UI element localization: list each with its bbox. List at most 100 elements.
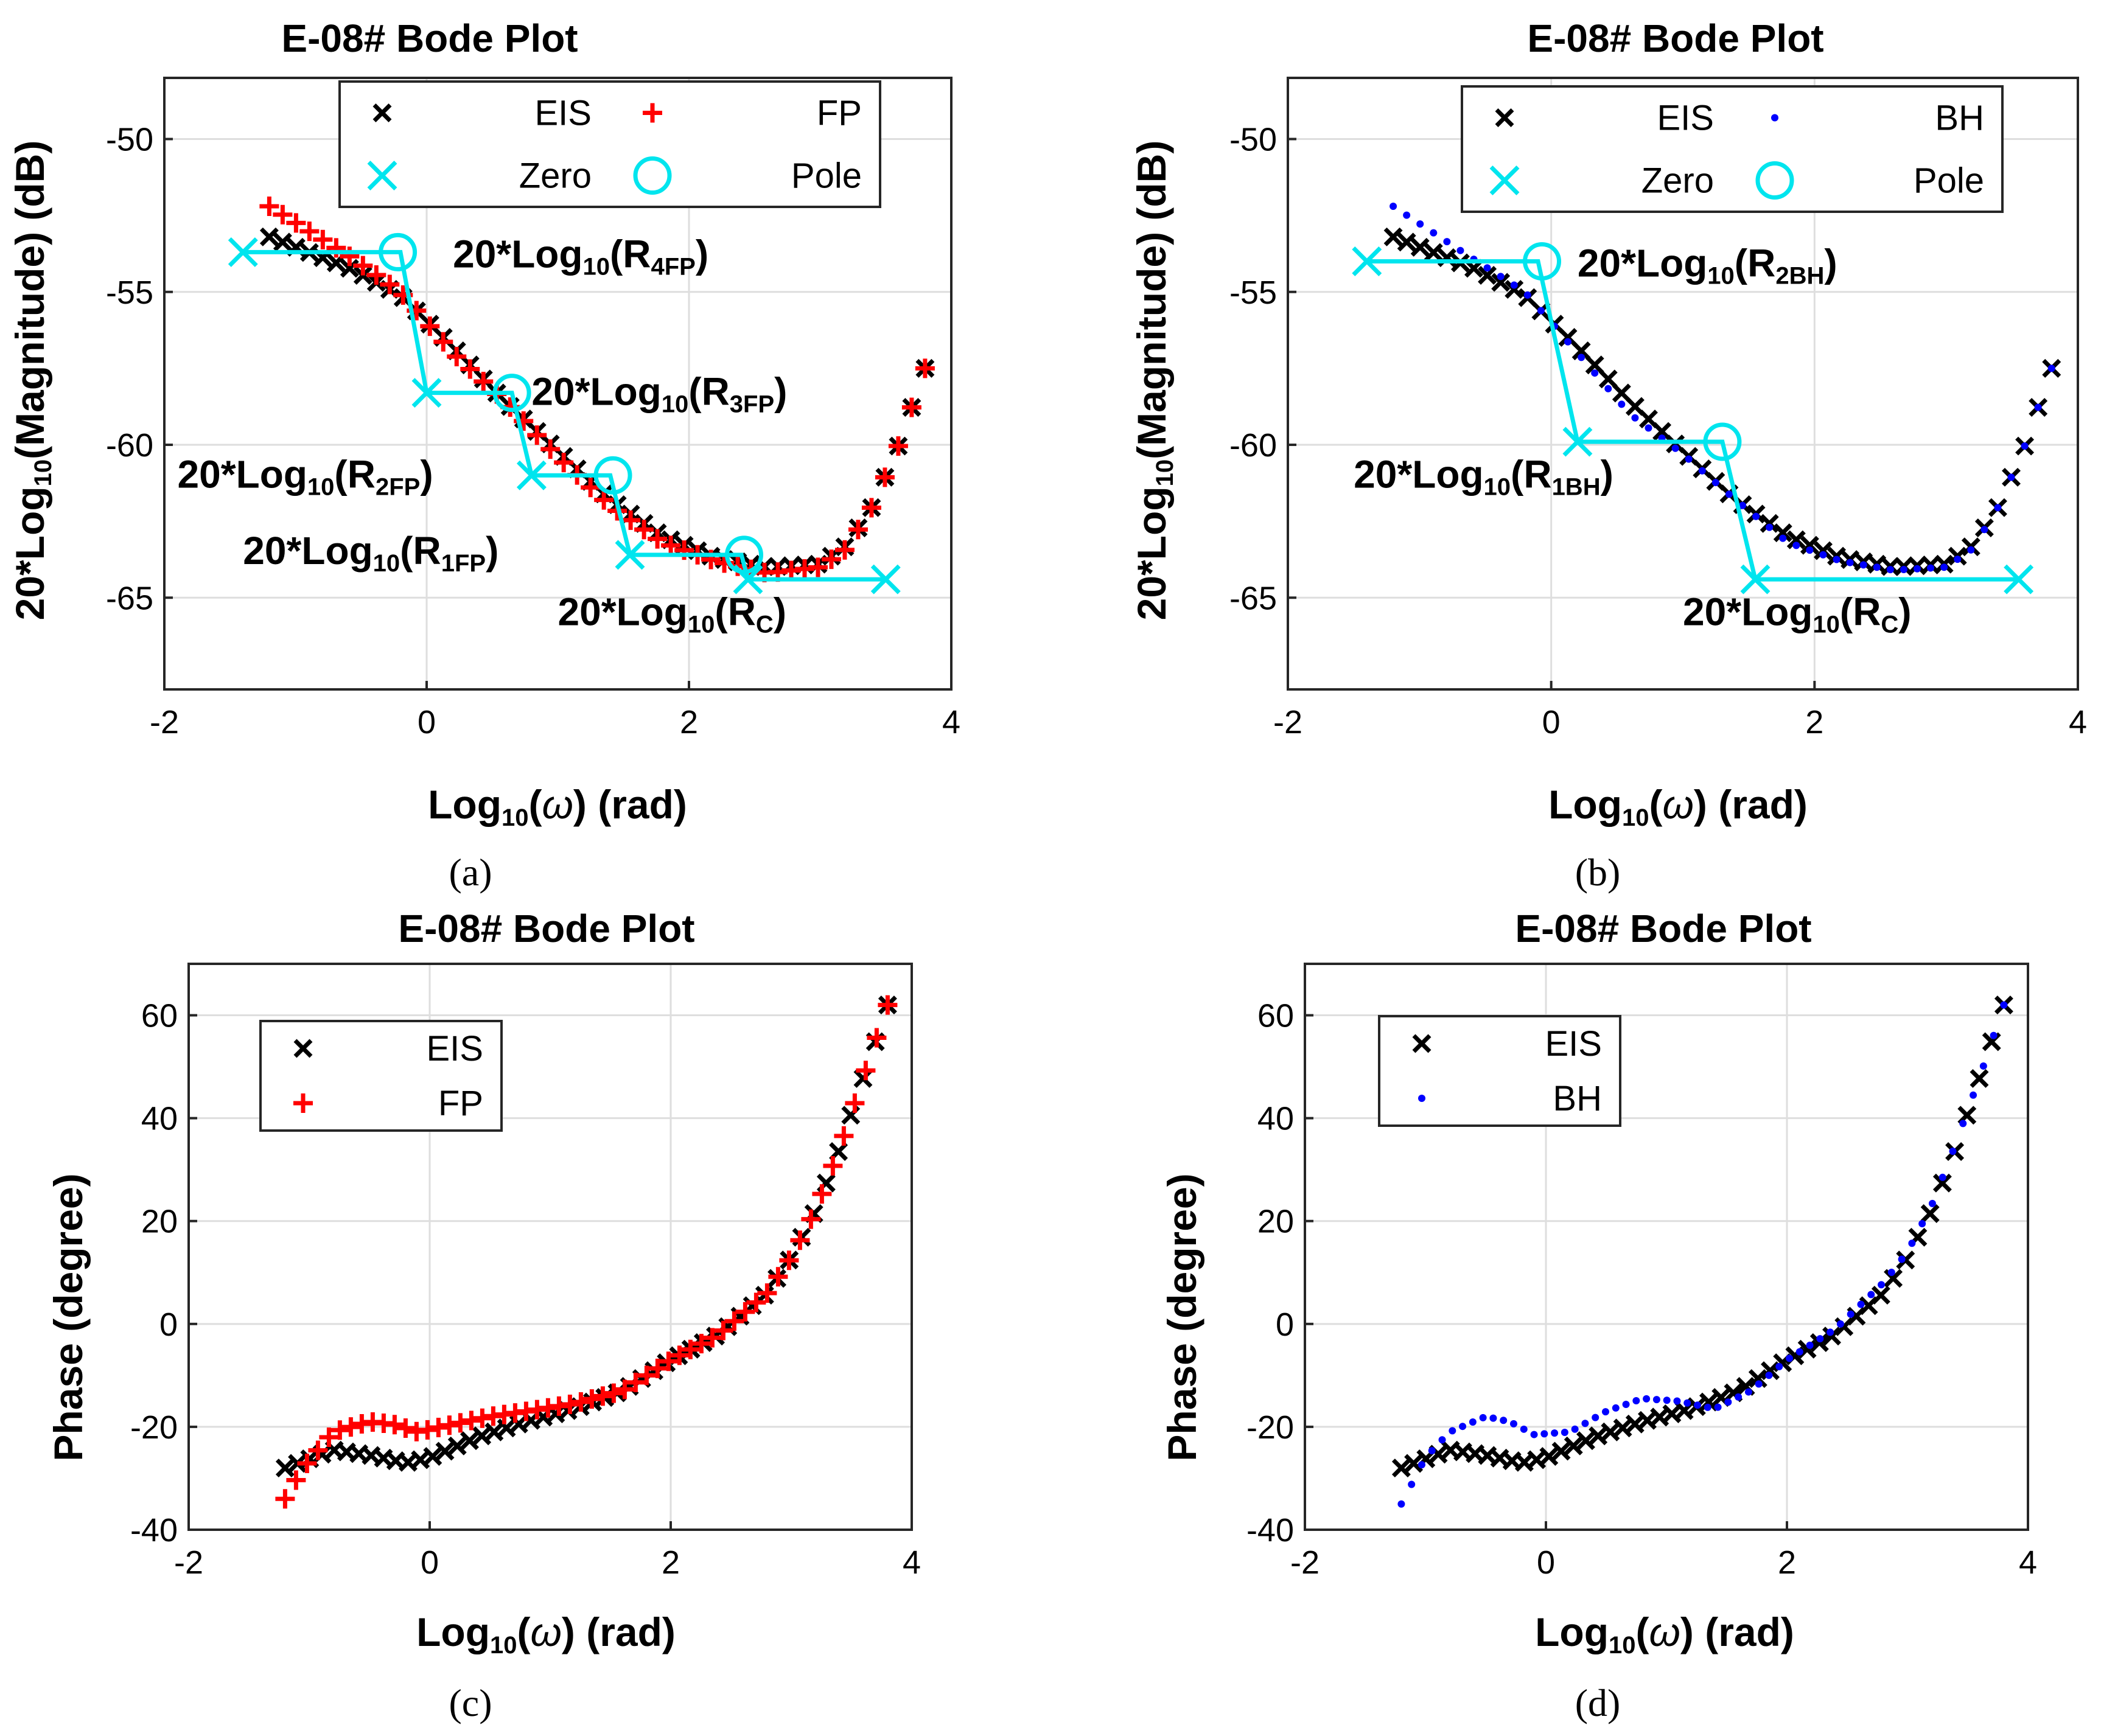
legend-marker-eis	[372, 103, 392, 122]
bh-point	[1735, 1393, 1743, 1401]
eis-point	[1558, 328, 1578, 347]
fp-point	[615, 1379, 635, 1400]
series-zero	[228, 237, 901, 594]
panel-b-ylabel: 20*Log10(Magnitude) (dB)	[1129, 141, 1178, 621]
bh-point	[1994, 504, 2002, 512]
x-tick-label: 2	[680, 704, 698, 741]
y-tick-label: 40	[1257, 1101, 1294, 1137]
series-bh	[1397, 1001, 2008, 1508]
legend-box	[1378, 1015, 1621, 1127]
bh-point	[1479, 1414, 1487, 1421]
bh-point	[1940, 563, 1948, 571]
zero-marker	[228, 237, 258, 267]
fp-point	[669, 1345, 690, 1365]
fp-point	[702, 1328, 722, 1348]
fp-point	[581, 478, 601, 498]
legend-label-zero: Zero	[519, 156, 592, 196]
eis-point	[1391, 1459, 1411, 1478]
eis-point	[1773, 523, 1792, 543]
bh-point	[2000, 1001, 2008, 1009]
legend-label-eis: EIS	[427, 1029, 484, 1068]
bh-point	[1847, 1310, 1855, 1318]
fp-point	[286, 1470, 306, 1490]
bh-point	[1816, 1335, 1824, 1343]
eis-point	[1564, 1436, 1583, 1455]
fp-point	[273, 204, 293, 225]
bh-point	[1724, 1398, 1732, 1406]
bh-point	[1806, 546, 1814, 554]
fp-point	[308, 1440, 328, 1460]
fp-point	[275, 1489, 295, 1509]
eis-point	[1383, 227, 1403, 246]
bh-point	[1631, 414, 1639, 422]
legend-label-eis: EIS	[535, 94, 592, 133]
legend-label-fp: FP	[438, 1084, 483, 1123]
bh-point	[1827, 1328, 1834, 1336]
y-tick-label: -65	[1229, 580, 1277, 616]
legend: EIS FP	[259, 1020, 503, 1132]
bh-point	[1591, 369, 1599, 377]
fp-point	[560, 1395, 580, 1415]
fp-point	[330, 1420, 350, 1440]
fp-point	[326, 238, 346, 258]
y-tick-label: -20	[130, 1409, 178, 1446]
eis-point	[1699, 1392, 1718, 1412]
annotation-label: 20*Log10(R4FP)	[453, 232, 708, 281]
bh-point	[1908, 1239, 1916, 1247]
bh-point	[1795, 1348, 1803, 1356]
fp-point	[746, 1292, 766, 1312]
panel-a-magnitude-fp: E-08# Bode Plot -2 0 2 4 -50 -55 -60 -65 20*Log1…	[7, 16, 960, 894]
legend-marker-eis	[293, 1039, 313, 1058]
axes-box	[1287, 77, 2079, 691]
pole-marker	[593, 456, 632, 495]
legend-marker-zero	[367, 161, 397, 190]
eis-point	[1491, 273, 1511, 292]
fp-point	[433, 332, 453, 352]
eis-point	[1761, 1361, 1780, 1381]
bh-point	[1859, 561, 1867, 569]
eis-point	[1800, 535, 1819, 555]
legend-marker-pole	[633, 156, 672, 195]
series-asymptote	[1366, 259, 2019, 582]
bh-point	[1581, 1420, 1589, 1427]
x-tick-label: 2	[1805, 704, 1823, 741]
panel-c-ylabel: Phase (degree)	[46, 1173, 91, 1461]
eis-point	[1748, 1369, 1767, 1389]
fp-point	[571, 1392, 591, 1412]
fp-point	[915, 358, 935, 378]
bh-point	[1438, 1436, 1446, 1444]
panel-d-xlabel: Log10(ω) (rad)	[1535, 1609, 1794, 1659]
fp-point	[790, 1230, 810, 1250]
fp-point	[848, 520, 868, 540]
fp-point	[418, 1420, 438, 1440]
bh-point	[1604, 385, 1612, 392]
panel-c-xlabel: Log10(ω) (rad)	[416, 1609, 676, 1659]
bh-point	[1918, 1220, 1926, 1228]
legend-marker-pole	[1755, 161, 1794, 200]
bh-point	[1456, 246, 1464, 254]
x-tick-label: -2	[1290, 1544, 1320, 1581]
legend: EIS BH Zero Pole	[1461, 85, 2004, 213]
eis-point	[275, 1459, 295, 1478]
fp-point	[724, 1311, 744, 1331]
pole-marker	[379, 232, 418, 271]
bh-point	[1900, 566, 1907, 574]
bh-point	[2021, 442, 2029, 450]
eis-point	[1896, 1250, 1915, 1270]
bh-point	[1397, 1500, 1405, 1508]
eis-point	[259, 227, 279, 246]
eis-point	[484, 1422, 504, 1441]
panel-b-magnitude-bh: E-08# Bode Plot -2 0 2 4 -50 -55 -60 -65 20*Log1…	[1129, 16, 2087, 894]
x-tick-label: 4	[2019, 1544, 2037, 1581]
eis-point	[1551, 1441, 1571, 1461]
fp-point	[757, 1283, 777, 1303]
legend-marker-bh	[1418, 1095, 1425, 1102]
eis-point	[1884, 1269, 1903, 1288]
panel-b-caption: (b)	[1575, 851, 1621, 894]
bh-point	[1683, 1399, 1691, 1407]
bh-point	[1428, 1447, 1436, 1455]
y-tick-label: -20	[1246, 1409, 1294, 1446]
bh-point	[1523, 291, 1531, 299]
zero-marker	[411, 378, 442, 408]
